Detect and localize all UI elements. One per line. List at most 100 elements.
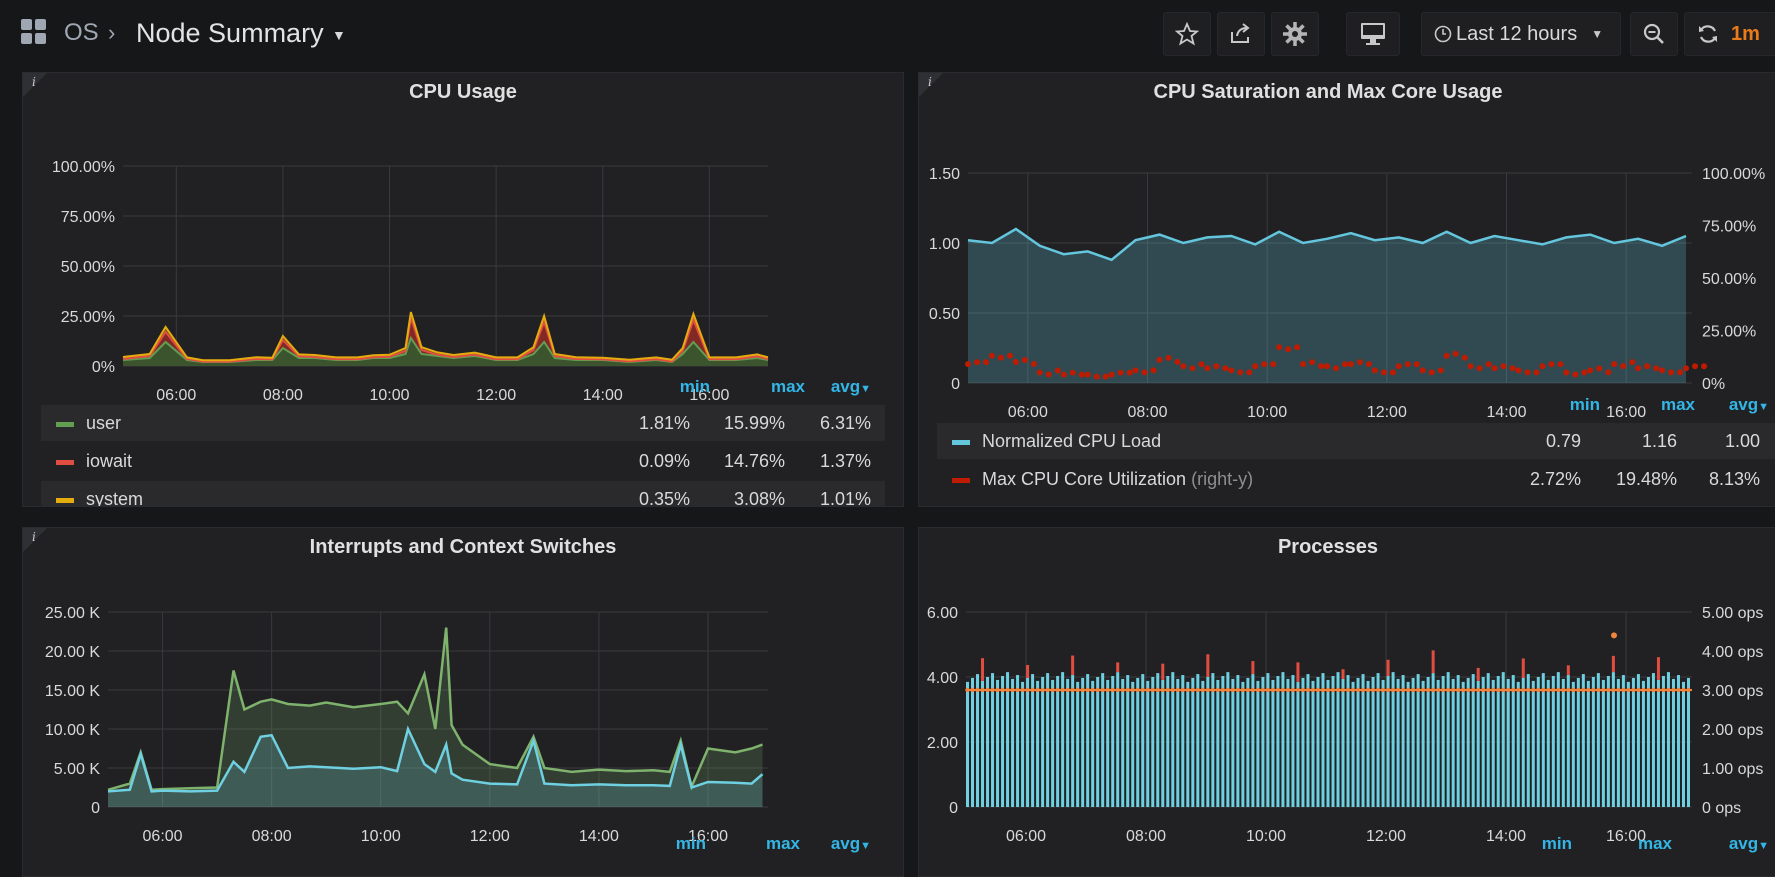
info-icon[interactable]: i	[928, 75, 932, 89]
legend-header-max[interactable]: max	[770, 377, 805, 396]
panel-info-corner[interactable]	[23, 528, 47, 552]
bar-running	[1446, 672, 1450, 807]
point-max-cpu-core	[1572, 371, 1579, 378]
legend-row-system[interactable]: system 0.35% 3.08% 1.01%	[41, 481, 885, 506]
breadcrumb-folder[interactable]: OS	[64, 19, 99, 46]
bar-running	[1086, 674, 1090, 807]
refresh-button[interactable]: 1m	[1684, 12, 1775, 56]
bar-running	[1471, 674, 1475, 807]
legend-min: 1.81%	[638, 413, 690, 433]
dashboard-grid-icon[interactable]	[20, 18, 48, 46]
legend-swatch	[56, 498, 74, 503]
title-caret-icon[interactable]: ▼	[332, 27, 346, 43]
legend-max: 19.48%	[1615, 469, 1677, 489]
bar-running	[1641, 680, 1645, 807]
legend-header-min[interactable]: min	[675, 834, 706, 853]
legend-row-iowait[interactable]: iowait 0.09% 14.76% 1.37%	[41, 443, 885, 479]
bar-running	[1231, 678, 1235, 807]
legend-row-user[interactable]: user 1.81% 15.99% 6.31%	[41, 405, 885, 441]
legend-swatch	[56, 460, 74, 465]
bar-running	[1551, 676, 1555, 807]
bar-running	[1191, 677, 1195, 807]
bar-running	[1426, 677, 1430, 807]
point-max-cpu-core	[1261, 361, 1268, 368]
time-range-picker[interactable]: Last 12 hours ▼	[1421, 12, 1621, 56]
x-tick-label: 12:00	[1366, 828, 1406, 845]
point-max-cpu-core	[1539, 363, 1546, 370]
point-max-cpu-core	[1371, 367, 1378, 374]
clock-icon	[1434, 25, 1452, 43]
legend-header-avg[interactable]: avg▼	[1728, 834, 1769, 853]
point-max-cpu-core	[1419, 367, 1426, 374]
point-max-cpu-core	[1452, 350, 1459, 357]
panel-info-corner[interactable]	[919, 73, 943, 97]
settings-button[interactable]	[1271, 12, 1319, 56]
x-tick-label: 12:00	[1367, 404, 1407, 421]
bar-running	[1336, 672, 1340, 807]
processes-chart[interactable]: 0 2.00 4.00 6.00 0 ops 1.00 ops 2.00 ops 3.00 o…	[919, 568, 1775, 848]
legend-header-min[interactable]: min	[1541, 834, 1572, 853]
dashboard-title[interactable]: Node Summary	[136, 18, 324, 48]
panel-title[interactable]: CPU Usage	[409, 81, 517, 103]
cpu-usage-chart[interactable]: 0% 25.00% 50.00% 75.00% 100.00% 06:00 08:00 10:…	[23, 113, 903, 443]
y-tick-label: 0	[91, 800, 100, 817]
bar-running	[1301, 677, 1305, 807]
legend-header-avg[interactable]: avg▼	[1728, 395, 1769, 414]
bar-running	[986, 677, 990, 807]
point-max-cpu-core	[1509, 365, 1516, 372]
panel-title[interactable]: Interrupts and Context Switches	[309, 536, 617, 558]
point-max-cpu-core	[1677, 369, 1684, 376]
bar-running	[1251, 674, 1255, 807]
point-max-cpu-core	[1093, 373, 1100, 380]
processes-legend: min max avg▼	[937, 830, 1775, 870]
legend-header-avg[interactable]: avg▼	[830, 834, 871, 853]
point-max-cpu-core	[1204, 365, 1211, 372]
info-icon[interactable]: i	[32, 75, 36, 89]
legend-header-max[interactable]: max	[765, 834, 800, 853]
x-tick-label: 10:00	[1246, 828, 1286, 845]
y2-tick-label: 4.00 ops	[1702, 644, 1763, 661]
legend-header-avg[interactable]: avg▼	[830, 377, 871, 396]
bar-running	[1321, 673, 1325, 807]
bar-running	[1671, 678, 1675, 807]
bar-blocked	[1116, 662, 1120, 673]
legend-header-min[interactable]: min	[679, 377, 710, 396]
point-max-cpu-core	[1213, 363, 1220, 370]
point-max-cpu-core	[1309, 359, 1316, 366]
point-max-cpu-core	[988, 352, 995, 359]
legend-header-min[interactable]: min	[1569, 395, 1600, 414]
share-button[interactable]	[1217, 12, 1265, 56]
bar-running	[1396, 678, 1400, 807]
x-tick-label: 08:00	[1127, 404, 1167, 421]
bar-running	[1441, 676, 1445, 807]
x-tick-label: 14:00	[583, 387, 623, 404]
cpu-saturation-chart[interactable]: 0 0.50 1.00 1.50 0% 25.00% 50.00% 75.00% 100.00%…	[919, 113, 1775, 443]
y2-tick-label: 5.00 ops	[1702, 605, 1763, 622]
x-tick-label: 06:00	[1008, 404, 1048, 421]
legend-row-normalized-cpu-load[interactable]: Normalized CPU Load 0.79 1.16 1.00	[937, 423, 1775, 459]
point-max-cpu-core	[965, 361, 971, 368]
bar-running	[1066, 678, 1070, 807]
bar-running	[1091, 680, 1095, 807]
legend-header-max[interactable]: max	[1637, 834, 1672, 853]
legend-row-max-cpu-core[interactable]: Max CPU Core Utilization (right-y) 2.72%…	[937, 461, 1775, 497]
star-button[interactable]	[1163, 12, 1211, 56]
zoom-out-button[interactable]	[1630, 12, 1678, 56]
panel-info-corner[interactable]	[23, 73, 47, 97]
legend-header-max[interactable]: max	[1660, 395, 1695, 414]
bar-running	[1601, 679, 1605, 807]
panel-title[interactable]: Processes	[1277, 536, 1379, 558]
info-icon[interactable]: i	[32, 530, 36, 544]
bar-running	[1681, 681, 1685, 807]
interrupts-chart[interactable]: 0 5.00 K 10.00 K 15.00 K 20.00 K 25.00 K 06:00…	[23, 568, 903, 848]
point-max-cpu-core	[1126, 369, 1133, 376]
bar-running	[1486, 673, 1490, 807]
area-user	[123, 338, 768, 366]
point-max-cpu-core	[1078, 371, 1085, 378]
panel-title[interactable]: CPU Saturation and Max Core Usage	[1153, 81, 1503, 103]
x-tick-label: 10:00	[361, 828, 401, 845]
tv-mode-button[interactable]	[1346, 12, 1400, 56]
point-max-cpu-core	[1318, 363, 1325, 370]
bar-running	[1576, 677, 1580, 807]
point-max-cpu-core	[1030, 361, 1037, 367]
